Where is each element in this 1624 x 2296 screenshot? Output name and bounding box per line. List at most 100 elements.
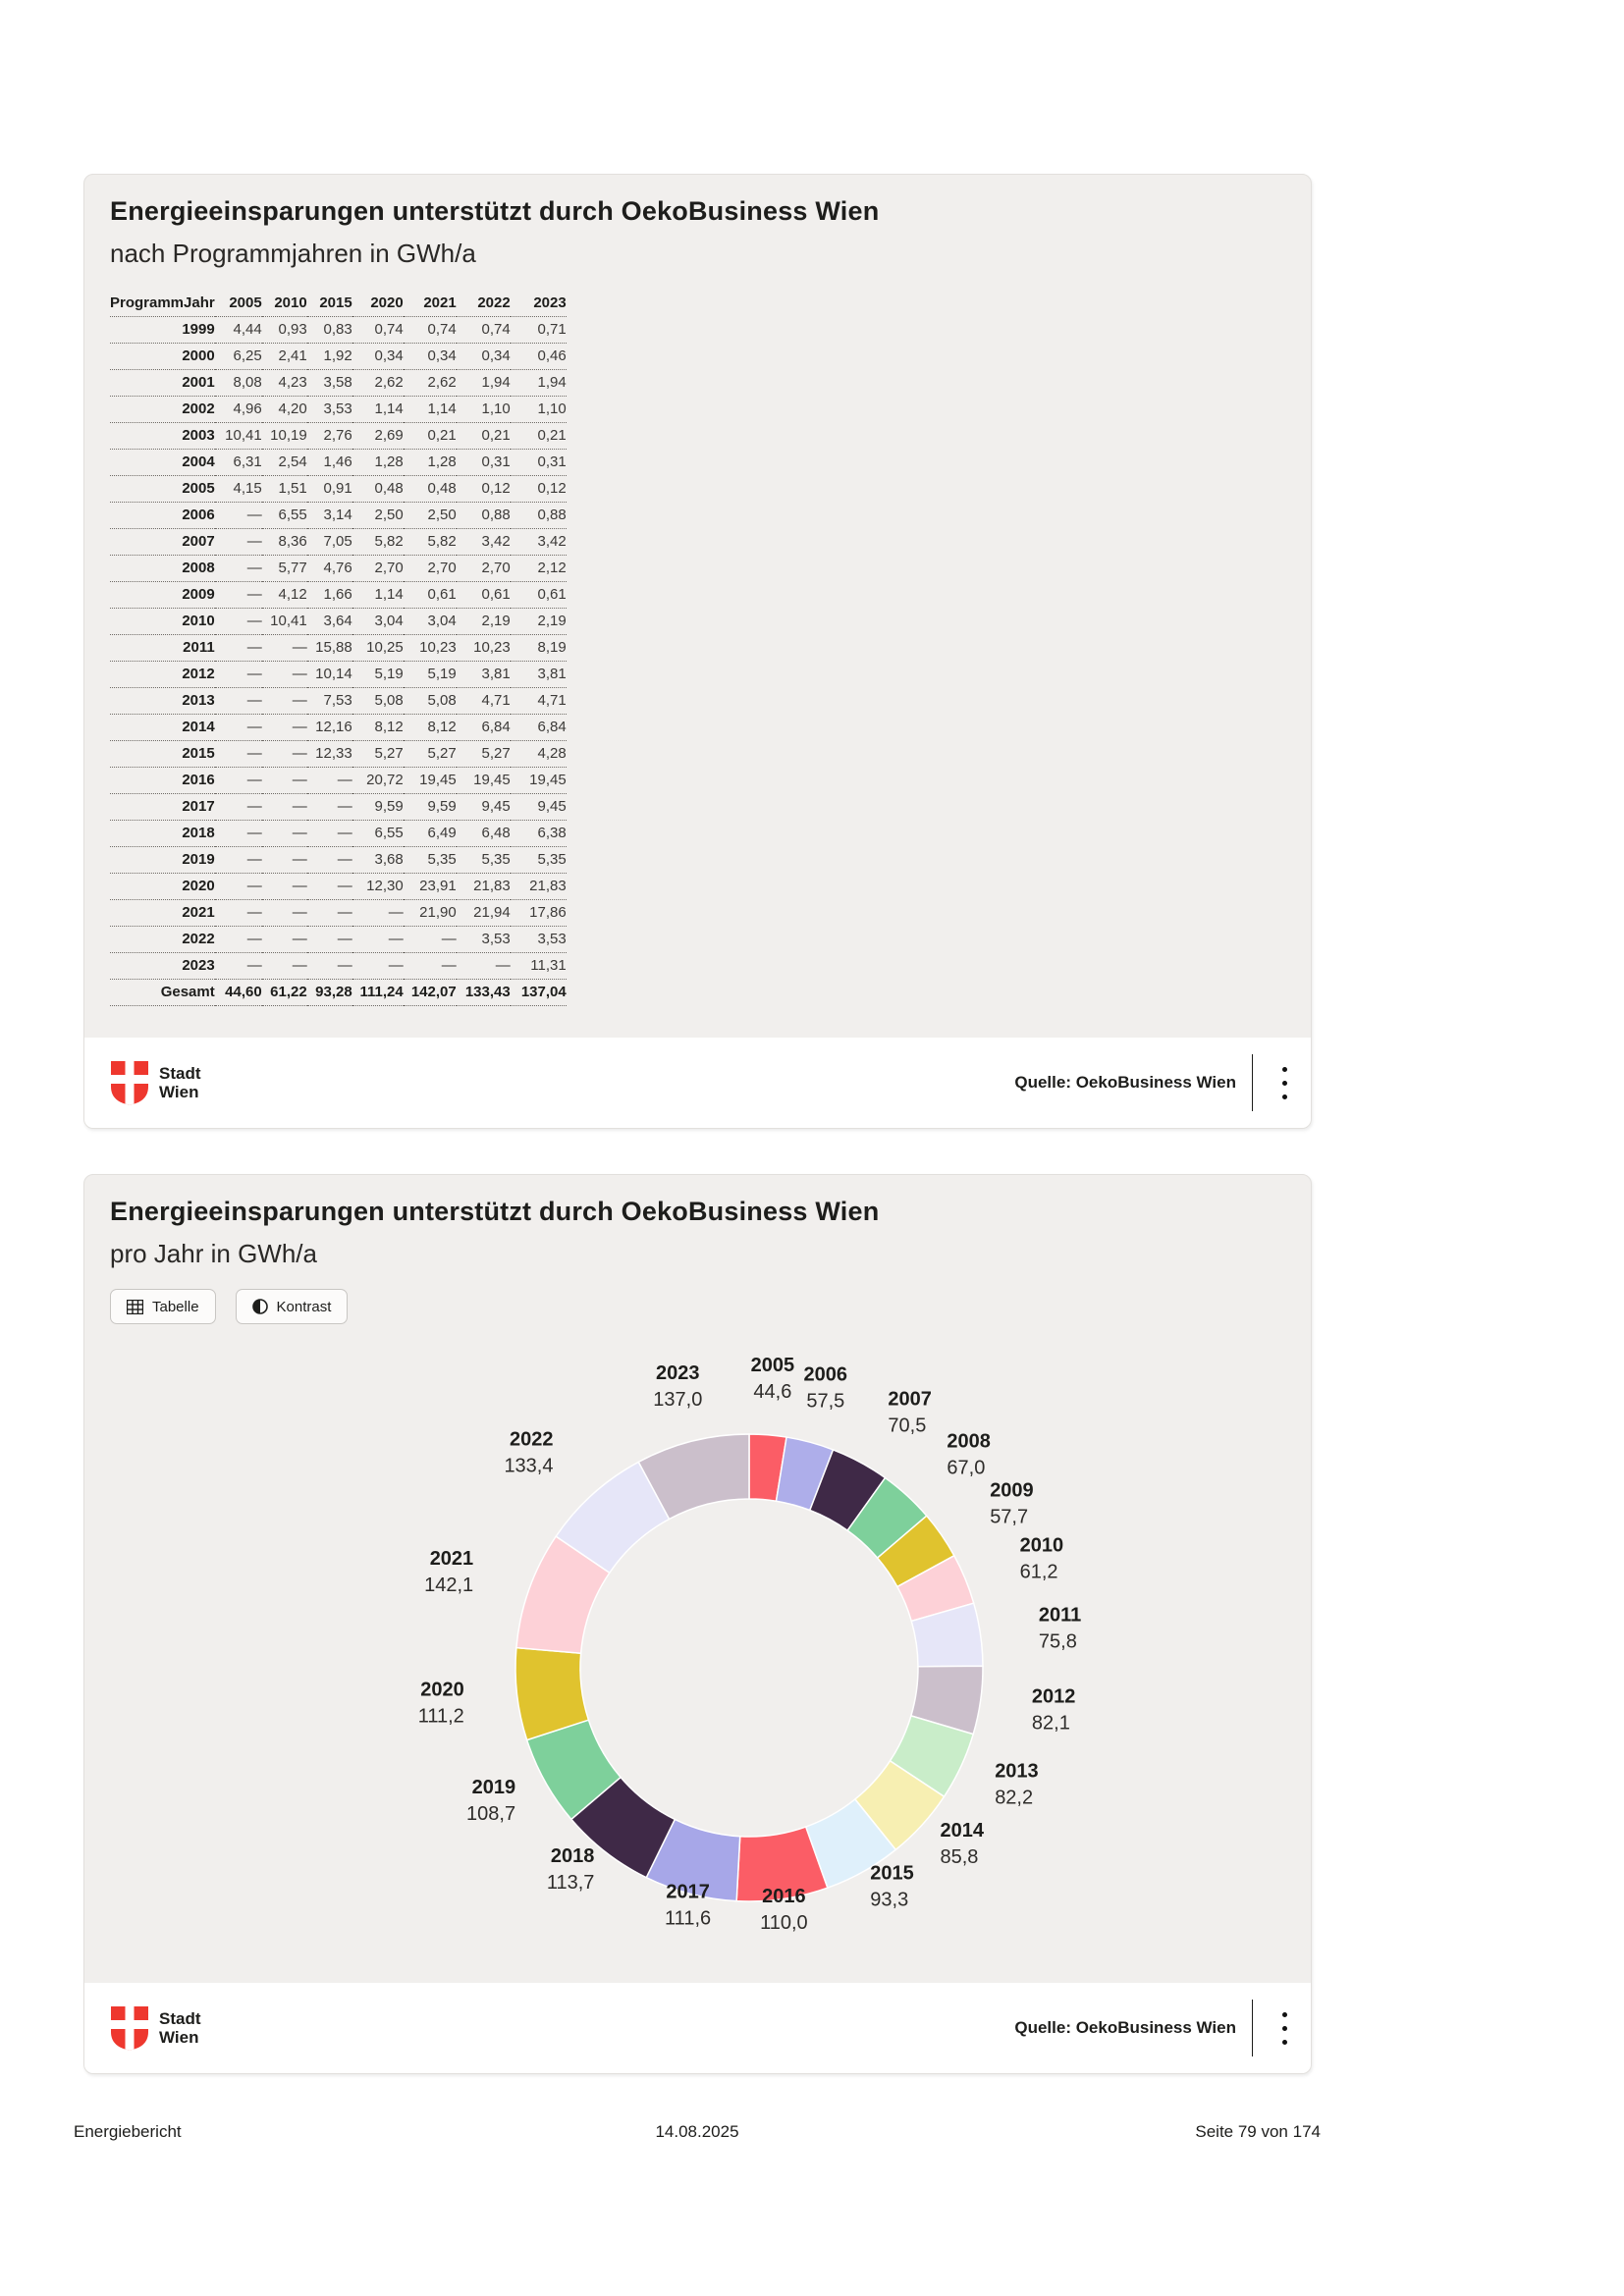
kebab-dot <box>1282 2039 1287 2045</box>
value-cell: 6,84 <box>456 714 511 741</box>
row-label-cell: 2012 <box>110 661 215 688</box>
value-cell: 4,71 <box>510 687 567 715</box>
column-header: 2010 <box>261 291 307 317</box>
value-cell: 6,25 <box>214 343 262 370</box>
value-cell: 8,12 <box>403 714 457 741</box>
value-cell: — <box>456 952 511 980</box>
donut-slice-2023[interactable] <box>637 1433 750 1521</box>
donut-label-value-2012: 82,1 <box>1032 1713 1070 1735</box>
value-cell: 21,83 <box>456 873 511 900</box>
row-label-cell: 2015 <box>110 740 215 768</box>
value-cell: — <box>214 820 262 847</box>
value-cell: 19,45 <box>403 767 457 794</box>
stadt-wien-logo: Stadt Wien <box>110 1060 201 1105</box>
value-cell: 5,35 <box>510 846 567 874</box>
value-cell: 6,55 <box>352 820 404 847</box>
value-cell: 0,48 <box>352 475 404 503</box>
donut-label-value-2006: 57,5 <box>806 1390 844 1412</box>
value-cell: 4,15 <box>214 475 262 503</box>
value-cell: 6,31 <box>214 449 262 476</box>
kontrast-button[interactable]: Kontrast <box>235 1289 349 1324</box>
value-cell: — <box>306 793 352 821</box>
table-icon <box>127 1299 143 1314</box>
value-cell: 6,84 <box>510 714 567 741</box>
donut-label-year-2012: 2012 <box>1032 1686 1076 1708</box>
value-cell: 8,36 <box>261 528 307 556</box>
kebab-dot <box>1282 1066 1287 1072</box>
value-cell: — <box>306 767 352 794</box>
value-cell: — <box>261 952 307 980</box>
row-label-cell: 1999 <box>110 316 215 344</box>
value-cell: 5,19 <box>403 661 457 688</box>
value-cell: 3,04 <box>403 608 457 635</box>
table-row: 2017— — —9,59 9,59 9,45 9,45 <box>110 793 567 821</box>
value-cell: 1,94 <box>510 369 567 397</box>
table-card: Energieeinsparungen unterstützt durch Oe… <box>83 174 1312 1129</box>
value-cell: 2,70 <box>403 555 457 582</box>
value-cell: 1,94 <box>456 369 511 397</box>
table-row: 2010—10,41 3,64 3,04 3,04 2,19 2,19 <box>110 608 567 635</box>
value-cell: 5,19 <box>352 661 404 688</box>
table-row: 2001 8,08 4,23 3,58 2,62 2,62 1,94 1,94 <box>110 369 567 397</box>
value-cell: — <box>306 873 352 900</box>
donut-label-value-2023: 137,0 <box>653 1389 702 1411</box>
value-cell: 0,74 <box>403 316 457 344</box>
value-cell: 5,08 <box>403 687 457 715</box>
value-cell: — <box>306 926 352 953</box>
kebab-menu-button[interactable] <box>1278 1063 1291 1103</box>
value-cell: 93,28 <box>306 979 352 1006</box>
page-footer: Energiebericht 14.08.2025 Seite 79 von 1… <box>74 2122 1321 2142</box>
value-cell: 111,24 <box>352 979 404 1006</box>
kebab-dot <box>1282 2011 1287 2017</box>
card2-title: Energieeinsparungen unterstützt durch Oe… <box>110 1197 880 1226</box>
donut-label-value-2022: 133,4 <box>504 1456 553 1477</box>
value-cell: — <box>214 767 262 794</box>
column-header: 2021 <box>403 291 457 317</box>
value-cell: 6,38 <box>510 820 567 847</box>
kebab-menu-button[interactable] <box>1278 2008 1291 2049</box>
value-cell: 3,04 <box>352 608 404 635</box>
donut-label-year-2010: 2010 <box>1020 1535 1064 1557</box>
table-row: 2002 4,96 4,20 3,53 1,14 1,14 1,10 1,10 <box>110 396 567 423</box>
row-label-cell: 2014 <box>110 714 215 741</box>
value-cell: 19,45 <box>456 767 511 794</box>
value-cell: 10,23 <box>456 634 511 662</box>
value-cell: 1,14 <box>352 581 404 609</box>
column-header: 2022 <box>456 291 511 317</box>
row-label-cell: 2013 <box>110 687 215 715</box>
tabelle-button[interactable]: Tabelle <box>110 1289 216 1324</box>
value-cell: — <box>214 714 262 741</box>
chart-toolbar: Tabelle Kontrast <box>110 1289 1285 1324</box>
value-cell: 0,21 <box>510 422 567 450</box>
value-cell: 3,58 <box>306 369 352 397</box>
value-cell: 0,31 <box>456 449 511 476</box>
value-cell: 0,48 <box>403 475 457 503</box>
value-cell: 9,45 <box>456 793 511 821</box>
value-cell: — <box>214 608 262 635</box>
table-row: 2004 6,31 2,54 1,46 1,28 1,28 0,31 0,31 <box>110 449 567 476</box>
table-row: 2008—5,77 4,76 2,70 2,70 2,70 2,12 <box>110 555 567 582</box>
value-cell: — <box>352 926 404 953</box>
card1-subtitle: nach Programmjahren in GWh/a <box>110 239 476 268</box>
value-cell: 4,12 <box>261 581 307 609</box>
value-cell: 2,70 <box>456 555 511 582</box>
value-cell: 5,08 <box>352 687 404 715</box>
row-label-cell: 2016 <box>110 767 215 794</box>
value-cell: — <box>214 687 262 715</box>
value-cell: 4,96 <box>214 396 262 423</box>
value-cell: 8,12 <box>352 714 404 741</box>
row-label-cell: 2004 <box>110 449 215 476</box>
donut-label-value-2009: 57,7 <box>990 1507 1028 1528</box>
donut-chart: 2005 44,6 2006 57,5 2007 70,5 2008 67,0 2009 57,7… <box>110 1344 1285 1965</box>
donut-label-year-2013: 2013 <box>995 1761 1038 1783</box>
table-row: 2019— — —3,68 5,35 5,35 5,35 <box>110 846 567 874</box>
donut-label-value-2005: 44,6 <box>753 1381 791 1403</box>
footer-divider <box>1252 1054 1253 1111</box>
value-cell: 19,45 <box>510 767 567 794</box>
value-cell: 0,21 <box>403 422 457 450</box>
value-cell: 21,83 <box>510 873 567 900</box>
value-cell: 10,41 <box>214 422 262 450</box>
donut-label-value-2020: 111,2 <box>418 1705 464 1727</box>
value-cell: 3,68 <box>352 846 404 874</box>
value-cell: 5,27 <box>456 740 511 768</box>
